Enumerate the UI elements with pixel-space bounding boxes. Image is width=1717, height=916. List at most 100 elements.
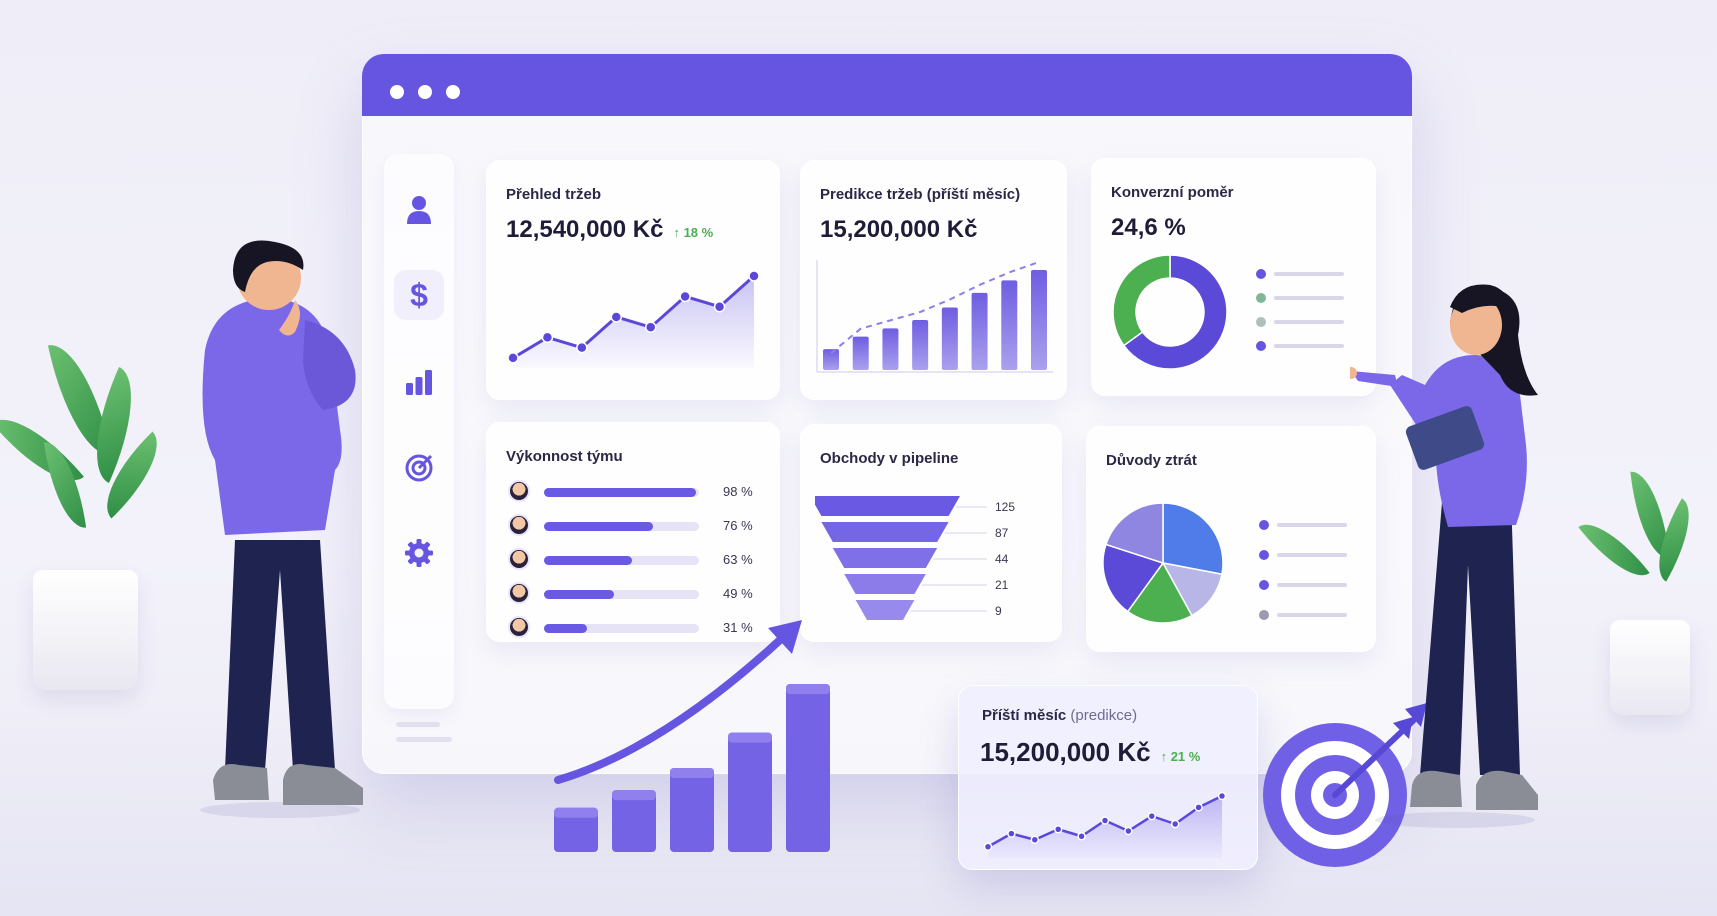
funnel-stage: [844, 574, 926, 594]
gear-icon: [405, 539, 433, 567]
progress-track: [544, 522, 699, 531]
losses-card[interactable]: Důvody ztrát: [1086, 426, 1376, 652]
bar-chart-icon: [406, 370, 432, 395]
svg-text:$: $: [410, 278, 428, 312]
conversion-card[interactable]: Konverzní poměr 24,6 %: [1091, 158, 1376, 396]
progress-fill: [544, 556, 633, 565]
legend-line: [1277, 613, 1347, 617]
dollar-icon: $: [410, 278, 428, 312]
avatar: [508, 548, 530, 570]
forecast-card[interactable]: Predikce tržeb (příští měsíc) 15,200,000…: [800, 160, 1067, 400]
legend-item: [1259, 549, 1359, 561]
chart-point: [541, 331, 554, 344]
chart-point: [507, 352, 519, 364]
growth-bar: [728, 732, 772, 852]
chart-point: [1053, 825, 1063, 834]
pipeline-card[interactable]: Obchody v pipeline 125 87 44 21 9: [800, 424, 1062, 642]
conversion-legend: [1256, 268, 1356, 358]
forecast-value: 15,200,000 Kč: [820, 216, 978, 243]
revenue-delta: ↑ 18 %: [673, 225, 714, 240]
funnel-stage: [832, 548, 938, 568]
card-title: Predikce tržeb (příští měsíc): [820, 186, 1021, 203]
pie-slice: [1102, 543, 1165, 613]
growth-bar-top: [728, 732, 772, 743]
card-title: Přehled tržeb: [506, 186, 602, 203]
chart-bar: [823, 349, 839, 370]
trend-line: [830, 261, 1040, 354]
chart-bar: [971, 292, 988, 370]
plant-right: [1578, 460, 1715, 715]
progress-fill: [544, 488, 696, 497]
chart-point: [576, 341, 588, 354]
legend-item: [1256, 268, 1356, 280]
next-month-line-chart: [983, 791, 1227, 858]
chart-bar: [941, 307, 958, 370]
user-icon: [407, 196, 431, 224]
team-card[interactable]: Výkonnost týmu 98 % 76 % 63 % 49 % 31 %: [486, 422, 780, 642]
window-dot[interactable]: [418, 85, 432, 99]
sidebar-item-profile[interactable]: [394, 184, 444, 234]
next-month-title: Příští měsíc (predikce): [982, 707, 1138, 724]
pie-slice: [1161, 561, 1223, 617]
legend-line: [1277, 523, 1347, 527]
target-icon: [405, 454, 433, 482]
team-percent: 98 %: [723, 484, 753, 499]
progress-track: [544, 488, 699, 497]
next-month-card[interactable]: Příští měsíc (predikce) 15,200,000 Kč ↑ 2…: [958, 685, 1258, 870]
funnel-value: 44: [995, 552, 1009, 566]
chart-area: [988, 796, 1222, 858]
growth-bar: [786, 684, 830, 852]
progress-fill: [544, 624, 588, 633]
next-month-value: 15,200,000 Kč ↑ 21 %: [980, 737, 1201, 767]
chart-point: [1194, 803, 1203, 812]
legend-item: [1259, 609, 1359, 621]
chart-bar: [1001, 280, 1018, 370]
team-row: 31 %: [508, 616, 763, 640]
window-dot[interactable]: [446, 85, 460, 99]
growth-bar: [554, 807, 598, 852]
team-percent: 63 %: [723, 552, 753, 567]
sidebar-item-goals[interactable]: [394, 443, 444, 493]
chart-point: [748, 270, 760, 282]
chart-point: [713, 300, 726, 313]
revenue-line-chart: [507, 270, 760, 368]
plant-left: [0, 320, 180, 690]
losses-legend: [1259, 519, 1359, 621]
team-percent: 31 %: [723, 620, 753, 635]
growth-bar-top: [786, 684, 830, 694]
pie-slice: [1162, 502, 1224, 576]
growth-bar-top: [670, 768, 714, 778]
legend-dot: [1256, 341, 1266, 351]
card-title: Výkonnost týmu: [506, 448, 623, 465]
sidebar-item-reports[interactable]: [394, 357, 444, 407]
funnel-value: 87: [995, 526, 1009, 540]
team-percent: 49 %: [723, 586, 753, 601]
sidebar-item-revenue[interactable]: $: [394, 270, 444, 320]
chart-point: [1007, 829, 1016, 838]
growth-arrow: [554, 636, 784, 784]
legend-item: [1256, 292, 1356, 304]
revenue-card[interactable]: Přehled tržeb 12,540,000 Kč ↑ 18 %: [486, 160, 780, 400]
funnel-stage: [815, 496, 960, 516]
sidebar-item-settings[interactable]: [394, 528, 444, 578]
pipeline-funnel-chart: 125 87 44 21 9: [815, 496, 1015, 620]
legend-dot: [1256, 269, 1266, 279]
chart-point: [1147, 811, 1157, 821]
window-dot[interactable]: [390, 85, 404, 99]
legend-line: [1274, 296, 1344, 300]
growth-bar-top: [554, 807, 598, 818]
legend-item: [1256, 340, 1356, 352]
chart-point: [983, 842, 993, 851]
chart-area: [513, 276, 754, 368]
avatar: [508, 582, 530, 604]
legend-item: [1259, 579, 1359, 591]
team-percent: 76 %: [723, 518, 753, 533]
avatar: [508, 616, 530, 638]
legend-item: [1256, 316, 1356, 328]
chart-point: [1170, 819, 1180, 829]
funnel-value: 125: [995, 500, 1015, 514]
growth-bar: [612, 790, 656, 852]
legend-line: [1277, 583, 1347, 587]
funnel-stage: [821, 522, 949, 542]
chart-bar: [882, 328, 899, 370]
